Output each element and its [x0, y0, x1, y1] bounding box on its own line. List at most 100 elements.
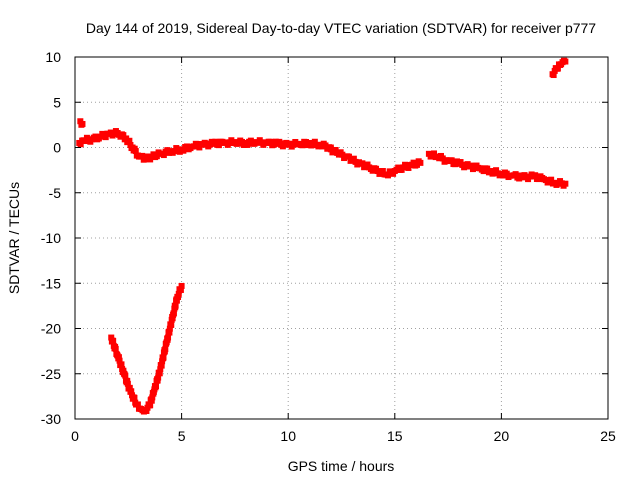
data-point: [115, 354, 122, 361]
y-tick-label: -15: [41, 275, 61, 291]
data-point: [158, 362, 165, 369]
y-tick-label: -25: [41, 366, 61, 382]
y-tick-label: -30: [41, 411, 61, 427]
data-point: [143, 407, 150, 414]
data-point: [322, 142, 329, 149]
data-point: [215, 142, 222, 149]
data-point: [178, 282, 185, 289]
data-point: [384, 172, 391, 179]
data-point: [149, 394, 156, 401]
x-tick-label: 10: [280, 428, 296, 444]
data-point: [484, 165, 491, 172]
data-point: [175, 290, 182, 297]
data-point: [550, 72, 557, 79]
data-point: [302, 139, 309, 146]
data-point: [110, 337, 117, 344]
y-tick-label: -10: [41, 230, 61, 246]
data-point: [327, 146, 334, 153]
series-track-start: [77, 118, 86, 128]
data-point: [120, 132, 127, 139]
data-point: [379, 168, 386, 175]
data-point: [126, 384, 133, 391]
x-tick-label: 15: [387, 428, 403, 444]
x-tick-label: 0: [71, 428, 79, 444]
data-point: [562, 58, 569, 65]
data-point: [448, 157, 455, 164]
data-point: [173, 297, 180, 304]
x-tick-label: 5: [178, 428, 186, 444]
series-track-main: [76, 128, 334, 163]
y-axis-title: SDTVAR / TECUs: [6, 182, 22, 294]
y-tick-label: -5: [49, 185, 62, 201]
data-point: [111, 131, 118, 138]
data-point: [532, 172, 539, 179]
data-point: [493, 167, 500, 174]
data-point: [112, 345, 119, 352]
data-point: [132, 148, 139, 155]
data-point: [439, 155, 446, 162]
data-point: [244, 141, 251, 148]
data-point: [172, 302, 179, 309]
data-point: [171, 148, 178, 155]
data-point: [169, 315, 176, 322]
data-point: [417, 159, 424, 166]
data-point: [157, 366, 164, 373]
data-point: [120, 367, 127, 374]
data-point: [123, 135, 130, 142]
data-point: [503, 170, 510, 177]
data-point: [108, 334, 115, 341]
data-point: [102, 134, 109, 141]
data-point: [128, 388, 135, 395]
data-point: [134, 401, 141, 408]
data-point: [212, 138, 219, 145]
data-point: [168, 321, 175, 328]
data-point: [166, 325, 173, 332]
data-point: [82, 138, 89, 145]
data-point: [177, 286, 184, 293]
data-point: [116, 357, 123, 364]
y-tick-label: 0: [53, 140, 61, 156]
data-point: [311, 138, 318, 145]
data-point: [147, 402, 154, 409]
data-point: [170, 310, 177, 317]
grid: [75, 57, 608, 419]
data-point: [196, 144, 203, 151]
data-point: [118, 361, 125, 368]
data-point: [148, 397, 155, 404]
data-point: [156, 370, 163, 377]
data-point: [107, 129, 114, 136]
data-point: [299, 142, 306, 149]
data-point: [166, 329, 173, 336]
data-point: [124, 380, 131, 387]
axis-ticks: 0 5 10 15 20 25 -30 -25 -20 -15 -10 -5 0 5 10: [41, 49, 616, 444]
series-track-mid: [327, 146, 424, 179]
data-point: [350, 155, 357, 162]
data-point: [554, 65, 561, 72]
data-point: [175, 294, 182, 301]
data-point: [122, 372, 129, 379]
x-tick-label: 20: [494, 428, 510, 444]
chart-title: Day 144 of 2019, Sidereal Day-to-day VTE…: [86, 20, 596, 36]
data-point: [165, 334, 172, 341]
data-point: [267, 138, 274, 145]
data-series: [76, 57, 569, 415]
data-point: [239, 138, 246, 145]
data-point: [153, 383, 160, 390]
data-point: [77, 141, 84, 148]
series-track-late: [425, 150, 569, 189]
y-tick-label: -20: [41, 321, 61, 337]
data-point: [339, 151, 346, 158]
data-point: [139, 152, 146, 159]
data-point: [247, 137, 254, 144]
data-point: [160, 354, 167, 361]
data-point: [562, 180, 569, 187]
data-point: [79, 120, 86, 127]
data-point: [548, 176, 555, 183]
y-tick-label: 5: [53, 94, 61, 110]
data-point: [431, 150, 438, 157]
series-track-end-high: [549, 57, 569, 79]
data-point: [359, 160, 366, 167]
